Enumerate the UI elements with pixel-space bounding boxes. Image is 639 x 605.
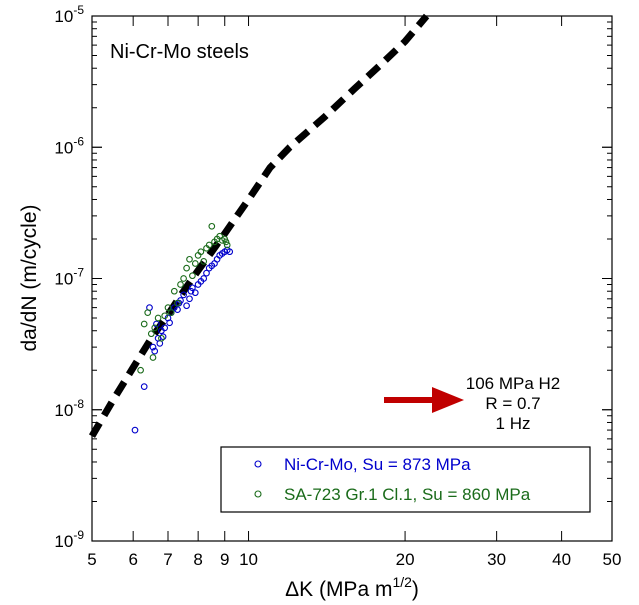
y-tick-label: 10-7	[54, 266, 84, 289]
data-point-series-1	[208, 222, 216, 230]
data-point-series-0	[149, 343, 157, 351]
annotation-line-1: 106 MPa H2	[466, 374, 561, 393]
data-point-series-1	[144, 309, 152, 316]
annotation-line-2: R = 0.7	[485, 394, 540, 413]
data-point-series-0	[187, 287, 195, 295]
data-point-series-1	[200, 258, 208, 265]
annotation-arrow-head	[432, 387, 464, 413]
y-tick-base: 10	[54, 401, 73, 420]
data-point-series-1	[170, 287, 178, 295]
x-tick-label: 5	[87, 550, 96, 569]
y-tick-label: 10-6	[54, 134, 84, 157]
legend-label-ni-cr-mo: Ni-Cr-Mo, Su = 873 MPa	[284, 455, 471, 474]
x-axis: 5 6 7 8 9 10 20 30 40 50	[87, 16, 621, 569]
data-point-series-1	[149, 354, 157, 361]
x-tick-label: 9	[220, 550, 229, 569]
fit-curve	[88, 13, 430, 438]
x-axis-label: ΔK (MPa m1/2)	[285, 574, 419, 601]
x-axis-label-end: )	[412, 578, 419, 601]
data-point-series-0	[200, 275, 208, 282]
legend-marker-sa-723	[254, 490, 262, 498]
data-point-series-1	[223, 241, 231, 249]
curve-layer	[88, 13, 430, 438]
data-point-series-0	[183, 302, 190, 310]
x-tick-label: 50	[603, 550, 622, 569]
x-tick-label: 30	[487, 550, 506, 569]
data-point-series-1	[205, 241, 213, 249]
y-tick-label: 10-5	[54, 3, 84, 26]
series-layer	[131, 222, 234, 434]
data-point-series-0	[226, 248, 234, 256]
data-point-series-0	[131, 426, 139, 434]
data-point-series-1	[174, 299, 181, 307]
annotation-line-3: 1 Hz	[496, 414, 531, 433]
data-point-series-0	[166, 319, 173, 327]
data-point-series-0	[153, 320, 160, 328]
data-point-series-1	[154, 314, 162, 322]
y-tick-exponent: -7	[73, 266, 84, 280]
data-point-series-0	[191, 289, 199, 297]
y-tick-base: 10	[54, 7, 73, 26]
y-tick-exponent: -5	[73, 3, 84, 17]
data-point-series-1	[158, 334, 165, 342]
x-tick-label: 8	[193, 550, 202, 569]
data-point-series-1	[197, 248, 205, 256]
data-point-series-1	[164, 304, 172, 311]
data-point-series-0	[189, 284, 196, 292]
data-point-series-1	[222, 238, 230, 246]
data-point-series-1	[180, 275, 187, 282]
data-point-series-0	[140, 383, 148, 390]
data-point-series-0	[159, 333, 167, 341]
y-tick-exponent: -8	[73, 397, 84, 411]
data-point-series-1	[186, 255, 193, 263]
x-tick-label: 20	[396, 550, 415, 569]
data-point-series-0	[174, 306, 181, 313]
y-tick-base: 10	[54, 532, 73, 551]
x-tick-label: 6	[128, 550, 137, 569]
data-point-series-0	[186, 295, 193, 303]
chart-title: Ni-Cr-Mo steels	[110, 41, 249, 63]
data-point-series-1	[167, 309, 175, 316]
y-tick-label: 10-9	[54, 528, 84, 551]
x-tick-label: 10	[239, 550, 258, 569]
legend-label-sa-723: SA-723 Gr.1 Cl.1, Su = 860 MPa	[284, 485, 531, 504]
legend: Ni-Cr-Mo, Su = 873 MPa SA-723 Gr.1 Cl.1,…	[220, 446, 591, 513]
x-tick-label: 40	[552, 550, 571, 569]
data-point-series-1	[183, 264, 190, 272]
y-tick-base: 10	[54, 138, 73, 157]
x-tick-label: 7	[163, 550, 172, 569]
data-point-series-0	[151, 347, 159, 355]
data-point-series-1	[189, 272, 196, 280]
data-point-series-1	[177, 281, 184, 288]
y-tick-exponent: -6	[73, 134, 84, 148]
y-tick-base: 10	[54, 270, 73, 289]
data-point-series-1	[147, 330, 155, 338]
data-point-series-1	[191, 260, 199, 267]
data-point-series-1	[137, 366, 144, 374]
legend-marker-ni-cr-mo	[254, 460, 262, 468]
data-point-series-0	[203, 269, 210, 277]
y-tick-label: 10-8	[54, 397, 84, 420]
data-point-series-1	[161, 312, 169, 320]
x-axis-label-main: ΔK (MPa m	[285, 578, 392, 601]
legend-box	[220, 446, 591, 513]
data-point-series-1	[140, 320, 148, 328]
annotation: 106 MPa H2 R = 0.7 1 Hz	[384, 374, 560, 433]
y-axis: 10-910-810-710-610-5	[54, 3, 612, 551]
data-point-series-0	[180, 291, 187, 299]
data-point-series-0	[161, 324, 169, 332]
x-axis-label-sup: 1/2	[392, 574, 412, 590]
y-axis-label: da/dN (m/cycle)	[18, 204, 41, 351]
y-tick-exponent: -9	[73, 528, 84, 542]
data-point-series-1	[151, 324, 159, 332]
